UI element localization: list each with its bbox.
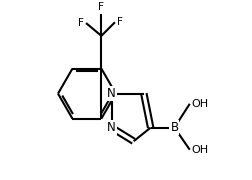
- Text: OH: OH: [192, 99, 209, 109]
- Text: F: F: [99, 2, 104, 12]
- Text: B: B: [170, 121, 178, 134]
- Text: F: F: [117, 17, 122, 27]
- Text: N: N: [107, 121, 116, 134]
- Text: N: N: [107, 87, 116, 100]
- Text: OH: OH: [192, 145, 209, 155]
- Text: F: F: [78, 18, 84, 28]
